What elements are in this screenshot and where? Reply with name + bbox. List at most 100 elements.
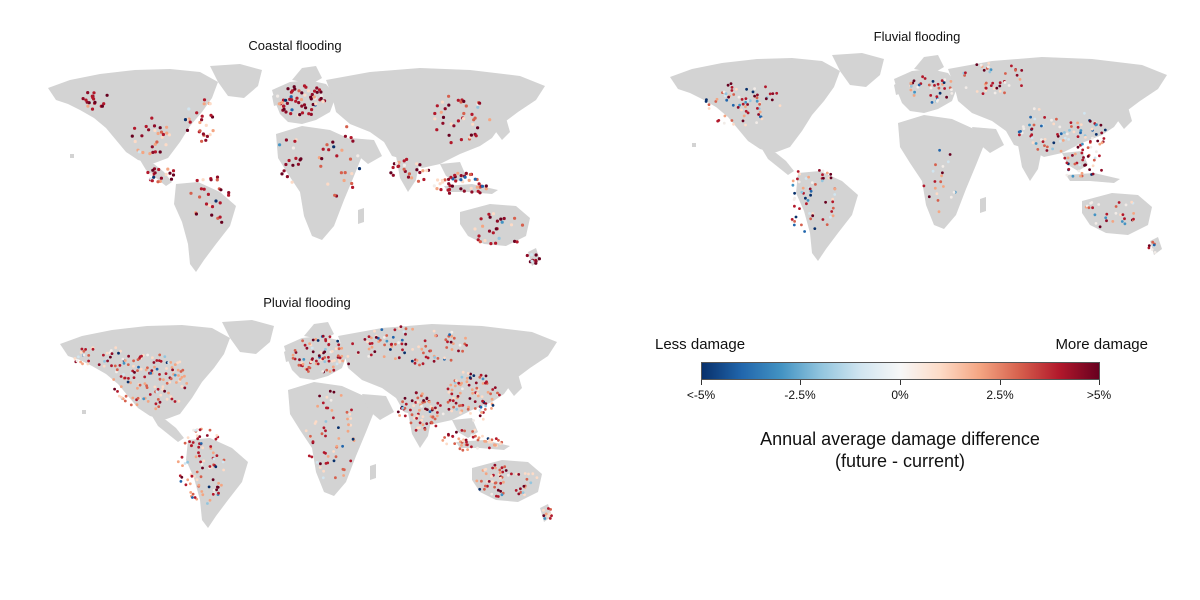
city-damage-point	[416, 400, 420, 404]
city-damage-point	[151, 168, 155, 172]
city-damage-point	[1100, 131, 1104, 135]
city-damage-point	[493, 485, 496, 489]
city-damage-point	[157, 167, 161, 172]
city-damage-point	[176, 368, 180, 372]
city-damage-point	[448, 398, 452, 402]
city-damage-point	[473, 407, 477, 410]
city-damage-point	[1043, 116, 1046, 119]
city-damage-point	[1124, 203, 1128, 207]
city-damage-point	[794, 215, 798, 219]
city-damage-point	[421, 423, 425, 426]
city-damage-point	[334, 455, 338, 459]
city-damage-point	[208, 133, 212, 137]
city-damage-point	[407, 172, 411, 176]
city-damage-point	[441, 121, 445, 125]
city-damage-point	[478, 408, 482, 412]
city-damage-point	[484, 472, 488, 476]
city-damage-point	[975, 63, 979, 66]
city-damage-point	[494, 443, 497, 447]
city-damage-point	[493, 481, 497, 485]
city-damage-point	[945, 95, 948, 99]
city-damage-point	[422, 351, 425, 355]
city-damage-point	[496, 391, 499, 395]
city-damage-point	[403, 414, 407, 418]
legend-tick	[800, 380, 801, 385]
city-damage-point	[458, 447, 462, 451]
city-damage-point	[519, 491, 523, 494]
city-damage-point	[833, 187, 837, 191]
city-damage-point	[284, 138, 288, 142]
city-damage-point	[158, 373, 161, 376]
city-damage-point	[301, 339, 304, 343]
city-damage-point	[170, 397, 174, 401]
city-damage-point	[1088, 119, 1092, 123]
city-damage-point	[1081, 158, 1085, 162]
city-damage-point	[201, 178, 205, 182]
city-damage-point	[439, 110, 443, 114]
city-damage-point	[307, 112, 311, 116]
city-damage-point	[950, 92, 954, 95]
city-damage-point	[468, 397, 472, 400]
city-damage-point	[414, 401, 418, 404]
city-damage-point	[833, 193, 837, 196]
city-damage-point	[491, 388, 495, 391]
city-damage-point	[1029, 115, 1032, 119]
land-shape	[1018, 145, 1042, 181]
city-damage-point	[152, 175, 156, 179]
city-damage-point	[514, 489, 518, 492]
city-damage-point	[332, 390, 336, 394]
city-damage-point	[1004, 72, 1007, 75]
city-damage-point	[483, 468, 487, 472]
city-damage-point	[517, 473, 521, 476]
city-damage-point	[913, 90, 916, 94]
city-damage-point	[323, 356, 327, 359]
city-damage-point	[198, 195, 202, 199]
city-damage-point	[476, 238, 480, 242]
city-damage-point	[304, 106, 308, 110]
city-damage-point	[339, 394, 343, 397]
city-damage-point	[1073, 152, 1077, 156]
city-damage-point	[988, 70, 992, 74]
city-damage-point	[436, 357, 440, 360]
city-damage-point	[461, 439, 465, 442]
city-damage-point	[796, 170, 800, 173]
city-damage-point	[367, 335, 371, 338]
city-damage-point	[328, 335, 332, 339]
city-damage-point	[211, 129, 215, 133]
city-damage-point	[741, 119, 745, 123]
city-damage-point	[542, 508, 545, 512]
city-damage-point	[469, 372, 472, 376]
city-damage-point	[393, 328, 397, 332]
city-damage-point	[299, 98, 304, 102]
city-damage-point	[420, 418, 424, 422]
city-damage-point	[402, 167, 406, 171]
city-damage-point	[475, 185, 479, 189]
city-damage-point	[450, 392, 454, 396]
city-damage-point	[395, 161, 399, 165]
city-damage-point	[459, 100, 463, 104]
city-damage-point	[938, 91, 942, 95]
land-shape	[82, 410, 86, 414]
city-damage-point	[161, 388, 164, 391]
city-damage-point	[758, 110, 762, 114]
city-damage-point	[464, 336, 467, 340]
city-damage-point	[935, 95, 939, 98]
city-damage-point	[208, 203, 212, 207]
city-damage-point	[829, 172, 833, 176]
city-damage-point	[450, 184, 454, 188]
city-damage-point	[151, 150, 155, 154]
city-damage-point	[326, 455, 330, 458]
city-damage-point	[756, 107, 759, 110]
city-damage-point	[1103, 128, 1107, 132]
city-damage-point	[1090, 201, 1094, 204]
city-damage-point	[318, 394, 321, 398]
city-damage-point	[113, 387, 116, 391]
city-damage-point	[327, 339, 331, 343]
legend-tick	[1099, 380, 1100, 385]
city-damage-point	[471, 391, 474, 395]
city-damage-point	[809, 193, 812, 197]
city-damage-point	[746, 103, 749, 106]
city-damage-point	[424, 355, 428, 359]
city-damage-point	[744, 97, 748, 100]
city-damage-point	[173, 373, 177, 377]
